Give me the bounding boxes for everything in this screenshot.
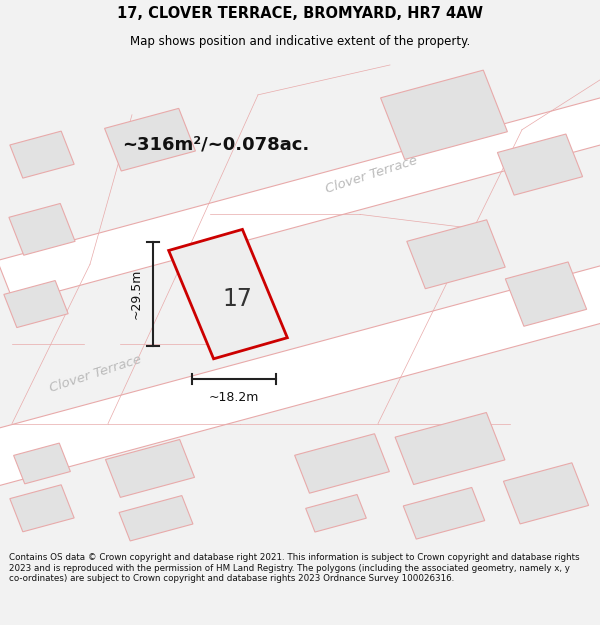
Polygon shape [395,412,505,484]
Polygon shape [505,262,587,326]
Polygon shape [0,258,600,510]
Polygon shape [169,229,287,359]
Text: 17, CLOVER TERRACE, BROMYARD, HR7 4AW: 17, CLOVER TERRACE, BROMYARD, HR7 4AW [117,6,483,21]
Text: Map shows position and indicative extent of the property.: Map shows position and indicative extent… [130,35,470,48]
Polygon shape [10,131,74,178]
Polygon shape [0,76,600,303]
Text: ~29.5m: ~29.5m [129,269,142,319]
Polygon shape [305,494,367,532]
Polygon shape [407,220,505,289]
Text: Clover Terrace: Clover Terrace [49,352,143,395]
Polygon shape [497,134,583,195]
Text: Clover Terrace: Clover Terrace [325,154,419,196]
Polygon shape [106,439,194,498]
Text: ~18.2m: ~18.2m [209,391,259,404]
Text: ~316m²/~0.078ac.: ~316m²/~0.078ac. [122,136,310,154]
Text: 17: 17 [222,287,252,311]
Polygon shape [295,434,389,493]
Polygon shape [403,488,485,539]
Polygon shape [104,108,196,171]
Polygon shape [10,485,74,532]
Polygon shape [380,70,508,159]
Polygon shape [119,496,193,541]
Polygon shape [4,281,68,328]
Polygon shape [14,443,70,484]
Polygon shape [503,462,589,524]
Polygon shape [9,204,75,255]
Text: Contains OS data © Crown copyright and database right 2021. This information is : Contains OS data © Crown copyright and d… [9,553,580,583]
